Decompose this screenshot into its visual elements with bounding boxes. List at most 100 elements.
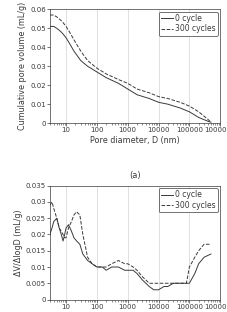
0 cycle <box>152 288 155 292</box>
0 cycle <box>148 97 151 100</box>
0 cycle <box>210 120 212 124</box>
300 cycles <box>117 78 120 81</box>
0 cycle <box>210 252 212 256</box>
X-axis label: Pore diameter, D (nm): Pore diameter, D (nm) <box>90 136 180 145</box>
300 cycles <box>58 226 61 230</box>
Line: 300 cycles: 300 cycles <box>50 202 211 283</box>
300 cycles <box>49 13 51 17</box>
300 cycles <box>193 256 196 259</box>
300 cycles <box>52 13 55 17</box>
300 cycles <box>141 275 144 279</box>
0 cycle <box>55 27 58 30</box>
Legend: 0 cycle, 300 cycles: 0 cycle, 300 cycles <box>159 12 218 36</box>
300 cycles <box>55 15 58 19</box>
0 cycle <box>96 70 98 74</box>
300 cycles <box>101 265 104 269</box>
0 cycle <box>105 268 108 272</box>
0 cycle <box>123 268 126 272</box>
300 cycles <box>163 281 165 285</box>
0 cycle <box>52 25 55 28</box>
0 cycle <box>79 59 82 62</box>
300 cycles <box>210 120 212 124</box>
300 cycles <box>179 281 181 285</box>
300 cycles <box>68 30 71 34</box>
300 cycles <box>62 21 64 25</box>
0 cycle <box>60 233 63 236</box>
300 cycles <box>210 242 212 246</box>
0 cycle <box>179 106 181 110</box>
300 cycles <box>157 95 160 99</box>
0 cycle <box>75 239 78 243</box>
300 cycles <box>62 233 64 236</box>
0 cycle <box>166 285 169 288</box>
300 cycles <box>81 233 84 236</box>
300 cycles <box>132 265 135 269</box>
0 cycle <box>110 265 113 269</box>
300 cycles <box>73 38 75 41</box>
0 cycle <box>197 262 200 266</box>
300 cycles <box>49 203 51 207</box>
0 cycle <box>62 239 64 243</box>
Line: 0 cycle: 0 cycle <box>50 218 211 290</box>
0 cycle <box>185 281 188 285</box>
0 cycle <box>193 272 196 275</box>
0 cycle <box>73 236 75 240</box>
0 cycle <box>86 259 89 262</box>
300 cycles <box>75 210 78 214</box>
0 cycle <box>136 272 138 275</box>
Y-axis label: Cumulative pore volume (mL/g): Cumulative pore volume (mL/g) <box>18 2 27 130</box>
300 cycles <box>105 265 108 269</box>
300 cycles <box>60 229 63 233</box>
0 cycle <box>81 252 84 256</box>
0 cycle <box>132 268 135 272</box>
Y-axis label: ΔV/ΔlogD (mL/g): ΔV/ΔlogD (mL/g) <box>14 209 23 276</box>
300 cycles <box>96 265 98 269</box>
300 cycles <box>188 265 191 269</box>
Text: (a): (a) <box>129 171 141 180</box>
300 cycles <box>152 281 155 285</box>
300 cycles <box>117 259 120 262</box>
0 cycle <box>96 265 98 269</box>
0 cycle <box>157 288 160 292</box>
300 cycles <box>166 281 169 285</box>
0 cycle <box>126 268 129 272</box>
300 cycles <box>65 25 67 28</box>
300 cycles <box>79 213 81 217</box>
300 cycles <box>203 242 205 246</box>
0 cycle <box>117 81 120 85</box>
300 cycles <box>91 262 94 266</box>
0 cycle <box>58 226 61 230</box>
0 cycle <box>105 76 108 80</box>
0 cycle <box>63 233 66 236</box>
300 cycles <box>185 281 188 285</box>
300 cycles <box>60 19 63 22</box>
300 cycles <box>207 118 209 121</box>
0 cycle <box>207 119 209 123</box>
0 cycle <box>203 256 205 259</box>
Legend: 0 cycle, 300 cycles: 0 cycle, 300 cycles <box>159 188 218 212</box>
300 cycles <box>52 207 55 210</box>
0 cycle <box>91 262 94 266</box>
300 cycles <box>79 49 82 53</box>
300 cycles <box>105 72 108 76</box>
Line: 0 cycle: 0 cycle <box>50 27 211 122</box>
0 cycle <box>136 93 138 97</box>
0 cycle <box>172 281 175 285</box>
300 cycles <box>126 81 129 85</box>
300 cycles <box>63 236 66 240</box>
0 cycle <box>49 25 51 28</box>
300 cycles <box>136 87 138 91</box>
0 cycle <box>70 229 73 233</box>
0 cycle <box>73 49 75 53</box>
300 cycles <box>148 91 151 95</box>
0 cycle <box>197 115 200 119</box>
0 cycle <box>188 110 191 114</box>
0 cycle <box>86 64 89 68</box>
300 cycles <box>51 200 53 204</box>
300 cycles <box>188 104 191 108</box>
0 cycle <box>126 87 129 91</box>
300 cycles <box>197 249 200 253</box>
300 cycles <box>96 66 98 70</box>
0 cycle <box>163 285 165 288</box>
0 cycle <box>68 41 71 45</box>
